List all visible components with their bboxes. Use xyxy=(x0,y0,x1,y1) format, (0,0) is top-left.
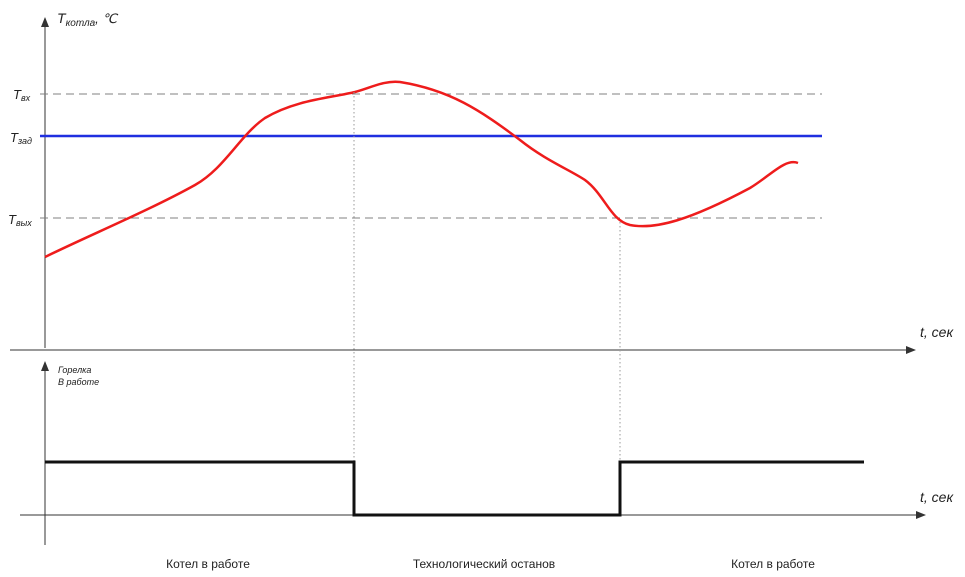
temperature-time-axis-label: t, сек xyxy=(920,324,954,340)
burner-axis-label-line2: В работе xyxy=(58,377,99,387)
temperature-axis-label: Tкотла, ℃ xyxy=(57,10,118,29)
burner-time-axis-label: t, сек xyxy=(920,489,954,505)
burner-chart: Горелка В работе t, сек xyxy=(20,361,954,545)
t-in-label: Tвх xyxy=(13,87,31,103)
t-set-label: Tзад xyxy=(10,130,32,146)
burner-axis-label-line1: Горелка xyxy=(58,365,91,375)
phase-label-stop: Технологический останов xyxy=(413,557,555,571)
temperature-chart: Tкотла, ℃ t, сек Tвх Tзад Tвых xyxy=(8,10,954,354)
boiler-temperature-curve xyxy=(44,80,799,259)
burner-state-signal xyxy=(45,460,864,517)
phase-label-running-1: Котел в работе xyxy=(166,557,250,571)
t-out-label: Tвых xyxy=(8,212,32,228)
phase-label-running-2: Котел в работе xyxy=(731,557,815,571)
